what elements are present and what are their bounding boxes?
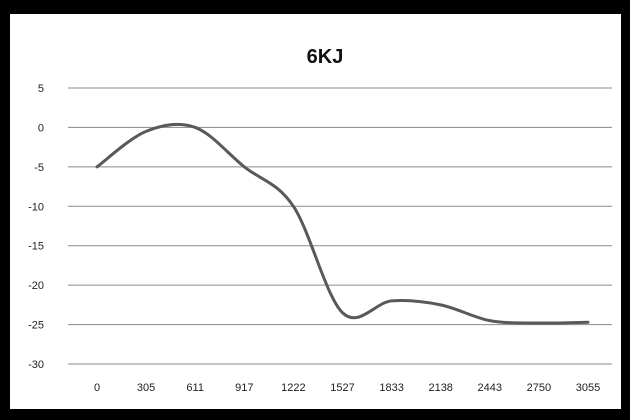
y-axis-ticks: 5 0 -5 -10 -15 -20 -25 -30 [28,83,44,371]
x-tick-label: 305 [137,382,155,394]
y-tick-label: -30 [28,359,44,371]
y-tick-label: 5 [38,83,44,95]
data-point [587,321,590,324]
data-point [341,311,344,314]
x-tick-label: 2750 [527,382,551,394]
y-tick-label: -10 [28,201,44,213]
chart-panel [10,14,621,409]
data-point [145,130,148,133]
x-axis-ticks: 0 305 611 917 1222 1527 1833 2138 2443 2750 3055 [94,382,600,394]
y-tick-label: -5 [34,162,44,174]
data-point [390,299,393,302]
data-point [292,205,295,208]
y-tick-label: -25 [28,320,44,332]
x-tick-label: 1222 [281,382,305,394]
x-tick-label: 0 [94,382,100,394]
x-tick-label: 2138 [428,382,452,394]
x-tick-label: 917 [235,382,253,394]
y-tick-label: -15 [28,241,44,253]
series-line [95,122,590,325]
x-tick-label: 1833 [379,382,403,394]
series-layer [95,122,590,325]
data-point [488,319,491,322]
data-point [537,321,540,324]
data-point [96,165,99,168]
y-tick-label: 0 [38,122,44,134]
y-tick-label: -20 [28,280,44,292]
chart-title: 6KJ [307,46,344,68]
data-point [439,303,442,306]
x-tick-label: 3055 [576,382,600,394]
x-tick-label: 611 [186,382,204,394]
data-point [243,165,246,168]
data-point [194,126,197,129]
x-tick-label: 1527 [330,382,354,394]
x-tick-label: 2443 [478,382,502,394]
